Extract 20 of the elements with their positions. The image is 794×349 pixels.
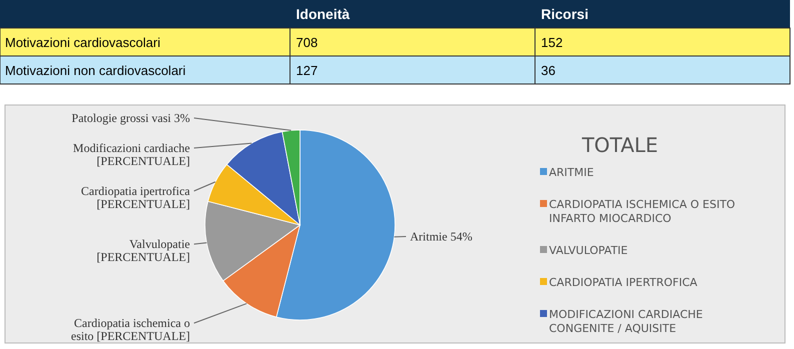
- data-label: 36: [541, 63, 556, 78]
- legend-label: MODIFICAZIONI CARDIACHE CONGENITE / AQUISITE: [549, 308, 703, 335]
- data-label: Modificazioni cardiache [PERCENTUALE]: [73, 141, 190, 168]
- data-label: 708: [296, 35, 318, 50]
- legend-label: CARDIOPATIA ISCHEMICA O ESITO INFARTO MIOCARDICO: [549, 198, 736, 225]
- legend-label: ARITMIE: [549, 166, 594, 179]
- legend-label: CARDIOPATIA IPERTROFICA: [549, 276, 698, 289]
- y-tick-label: Motivazioni cardiovascolari: [5, 35, 160, 50]
- data-label: Cardiopatia ipertrofica [PERCENTUALE]: [81, 184, 191, 211]
- data-label: Valvulopatie [PERCENTUALE]: [96, 237, 190, 264]
- x-tick-label: Ricorsi: [541, 6, 588, 22]
- data-label: 152: [541, 35, 563, 50]
- data-label: Aritmie 54%: [410, 229, 472, 244]
- legend-label: VALVULOPATIE: [549, 244, 628, 257]
- data-label: 127: [296, 63, 318, 78]
- x-tick-label: Idoneità: [296, 6, 350, 22]
- y-tick-label: Motivazioni non cardiovascolari: [5, 63, 186, 78]
- legend-title: TOTALE: [580, 133, 658, 157]
- data-label: Patologie grossi vasi 3%: [72, 111, 190, 125]
- data-label: Cardiopatia ischemica o esito [PERCENTUALE]: [71, 316, 190, 344]
